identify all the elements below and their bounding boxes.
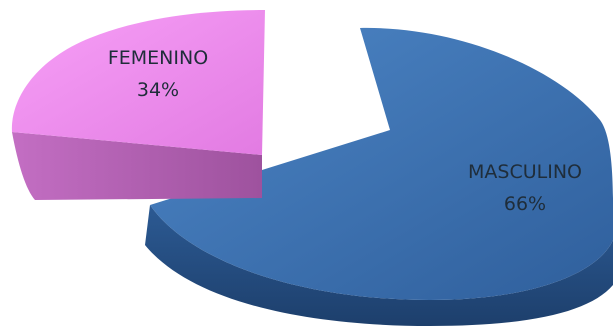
slice-masculino: MASCULINO 66% — [145, 27, 613, 326]
slice-label-masculino: MASCULINO — [468, 161, 582, 183]
slice-femenino: FEMENINO 34% — [11, 10, 266, 200]
slice-percent-femenino: 34% — [137, 79, 179, 101]
slice-femenino-side — [12, 132, 262, 200]
slice-masculino-side — [145, 205, 613, 326]
slice-femenino-top — [11, 10, 266, 155]
slice-percent-masculino: 66% — [504, 193, 546, 215]
slice-label-femenino: FEMENINO — [108, 47, 208, 69]
slice-masculino-top — [150, 27, 613, 300]
